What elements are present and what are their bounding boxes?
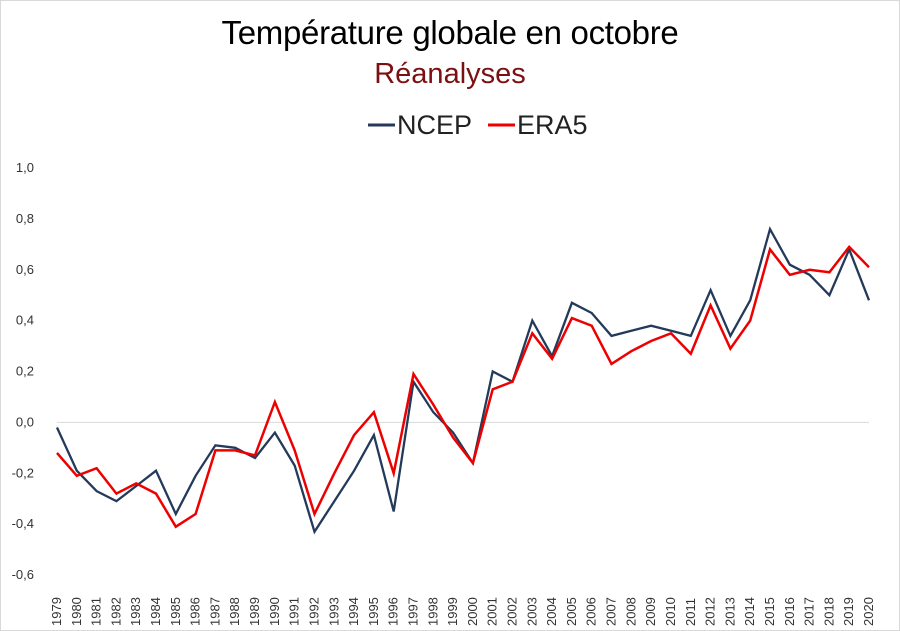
x-tick-label: 1996 xyxy=(386,597,401,626)
series-group xyxy=(55,226,871,535)
x-tick-label: 2007 xyxy=(604,597,619,626)
x-tick-label: 1991 xyxy=(287,597,302,626)
x-tick-label: 2018 xyxy=(821,597,836,626)
x-tick-label: 2017 xyxy=(802,597,817,626)
x-tick-label: 1993 xyxy=(326,597,341,626)
x-tick-label: 2002 xyxy=(505,597,520,626)
y-tick-label: 0,8 xyxy=(16,211,34,226)
x-tick-label: 1980 xyxy=(69,597,84,626)
x-tick-label: 1988 xyxy=(227,597,242,626)
x-tick-label: 2019 xyxy=(841,597,856,626)
x-tick-label: 1997 xyxy=(405,597,420,626)
chart-title: Température globale en octobre xyxy=(221,14,679,51)
x-tick-label: 2005 xyxy=(564,597,579,626)
y-axis: -0,6 -0,4 -0,2 0,0 0,2 0,4 0,6 0,8 1,0 xyxy=(12,160,869,582)
y-tick-label: 0,0 xyxy=(16,414,34,429)
x-tick-label: 2011 xyxy=(683,598,698,626)
legend-label-era5: ERA5 xyxy=(517,110,588,140)
x-tick-label: 2008 xyxy=(623,597,638,626)
x-tick-label: 1992 xyxy=(306,597,321,626)
x-tick-label: 2001 xyxy=(485,597,500,626)
x-tick-label: 1990 xyxy=(267,597,282,626)
x-tick-label: 1994 xyxy=(346,597,361,626)
series-line-era5 xyxy=(56,245,870,529)
x-tick-label: 2009 xyxy=(643,597,658,626)
series-line-ncep xyxy=(55,226,871,535)
x-tick-label: 2013 xyxy=(722,597,737,626)
x-tick-label: 1981 xyxy=(89,597,104,626)
x-tick-label: 2020 xyxy=(861,597,876,626)
y-tick-label: 1,0 xyxy=(16,160,34,175)
x-axis: 1979 1980 1981 1982 1983 1984 1985 1986 1987 1988… xyxy=(49,597,876,626)
y-tick-label: -0,2 xyxy=(12,465,34,480)
x-tick-label: 1983 xyxy=(128,597,143,626)
x-tick-label: 2012 xyxy=(703,597,718,626)
y-tick-label: 0,4 xyxy=(16,313,34,328)
x-tick-label: 1995 xyxy=(366,597,381,626)
x-tick-label: 2003 xyxy=(524,597,539,626)
x-tick-label: 2006 xyxy=(584,597,599,626)
x-tick-label: 2010 xyxy=(663,597,678,626)
x-tick-label: 1987 xyxy=(207,597,222,626)
legend: NCEP ERA5 xyxy=(368,110,588,140)
chart-subtitle: Réanalyses xyxy=(374,58,526,90)
x-tick-label: 1999 xyxy=(445,597,460,626)
y-tick-label: -0,4 xyxy=(12,516,34,531)
x-tick-label: 1986 xyxy=(188,597,203,626)
x-tick-label: 1984 xyxy=(148,597,163,626)
y-tick-label: 0,6 xyxy=(16,262,34,277)
x-tick-label: 1989 xyxy=(247,597,262,626)
x-tick-label: 2004 xyxy=(544,597,559,626)
x-tick-label: 2014 xyxy=(742,597,757,626)
x-tick-label: 1979 xyxy=(49,597,64,626)
x-tick-label: 2015 xyxy=(762,597,777,626)
x-tick-label: 2000 xyxy=(465,597,480,626)
legend-label-ncep: NCEP xyxy=(397,110,472,140)
x-tick-label: 1985 xyxy=(168,597,183,626)
x-tick-label: 1982 xyxy=(108,597,123,626)
x-tick-label: 1998 xyxy=(425,597,440,626)
y-tick-label: -0,6 xyxy=(12,567,34,582)
x-tick-label: 2016 xyxy=(782,597,797,626)
y-tick-label: 0,2 xyxy=(16,364,34,379)
